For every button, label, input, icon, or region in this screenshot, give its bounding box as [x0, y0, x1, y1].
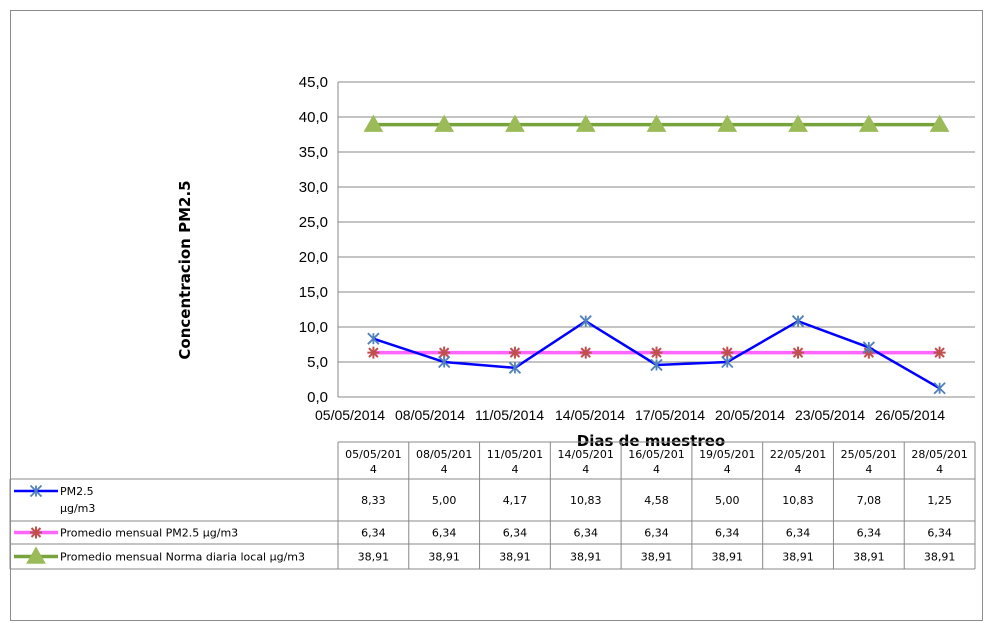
- table-header-cell: 25/05/201: [841, 448, 897, 461]
- data-point: [791, 315, 805, 328]
- data-point: [367, 346, 380, 359]
- table-header-cell: 14/05/201: [558, 448, 614, 461]
- data-point: [933, 382, 946, 395]
- x-tick-label: 17/05/2014: [635, 407, 705, 423]
- table-header-cell: 4: [724, 463, 731, 476]
- x-tick-label: 14/05/2014: [555, 407, 625, 423]
- table-header-cell: 08/05/201: [416, 448, 472, 461]
- table-header-cell: 28/05/201: [911, 448, 967, 461]
- table-value-cell: 6,34: [361, 527, 386, 540]
- table-header-cell: 4: [370, 463, 377, 476]
- y-tick-label: 35,0: [299, 144, 328, 161]
- table-header-cell: 11/05/201: [487, 448, 543, 461]
- data-point: [650, 358, 663, 372]
- table-header-cell: 4: [511, 463, 518, 476]
- data-point: [858, 114, 879, 132]
- data-point: [929, 114, 950, 132]
- legend-label: Promedio mensual Norma diaria local µg/m…: [60, 551, 305, 564]
- table-value-cell: 4,58: [644, 494, 669, 507]
- table-value-cell: 4,17: [503, 494, 528, 507]
- table-header-cell: 4: [441, 463, 448, 476]
- y-tick-label: 45,0: [299, 74, 328, 91]
- table-value-cell: 6,34: [644, 527, 669, 540]
- table-value-cell: 10,83: [570, 494, 602, 507]
- table-value-cell: 8,33: [361, 494, 386, 507]
- table-value-cell: 6,34: [503, 527, 528, 540]
- table-value-cell: 1,25: [927, 494, 952, 507]
- table-value-cell: 38,91: [712, 551, 744, 564]
- data-point: [367, 332, 380, 345]
- table-value-cell: 6,34: [927, 527, 952, 540]
- data-point: [721, 355, 734, 369]
- data-point: [505, 114, 525, 132]
- table-header-cell: 22/05/201: [770, 448, 826, 461]
- y-axis-title: Concentracion PM2.5: [176, 180, 194, 359]
- table-header-cell: 16/05/201: [628, 448, 684, 461]
- x-tick-label: 20/05/2014: [715, 407, 785, 423]
- table-header-cell: 05/05/201: [345, 448, 401, 461]
- data-point: [788, 114, 808, 132]
- table-value-cell: 6,34: [786, 527, 811, 540]
- table-value-cell: 38,91: [499, 551, 531, 564]
- x-tick-label: 05/05/2014: [315, 407, 385, 423]
- data-point: [650, 346, 663, 359]
- y-tick-label: 20,0: [299, 249, 328, 266]
- table-header-cell: 19/05/201: [699, 448, 755, 461]
- chart-frame: [10, 10, 983, 621]
- table-value-cell: 5,00: [715, 494, 740, 507]
- table-value-cell: 38,91: [570, 551, 602, 564]
- data-point: [721, 346, 734, 359]
- table-value-cell: 6,34: [715, 527, 740, 540]
- data-point: [508, 346, 521, 359]
- table-value-cell: 10,83: [782, 494, 814, 507]
- data-point: [434, 114, 455, 132]
- data-point: [363, 114, 384, 132]
- table-value-cell: 5,00: [432, 494, 457, 507]
- legend-label: PM2.5: [60, 485, 94, 498]
- data-point: [933, 346, 946, 359]
- data-point: [438, 355, 451, 369]
- y-tick-label: 5,0: [307, 354, 328, 371]
- table-value-cell: 6,34: [573, 527, 598, 540]
- table-value-cell: 38,91: [641, 551, 673, 564]
- data-point: [575, 114, 596, 132]
- x-tick-label: 11/05/2014: [475, 407, 544, 423]
- x-tick-label: 08/05/2014: [395, 407, 465, 423]
- data-point: [792, 346, 805, 359]
- table-value-cell: 38,91: [428, 551, 460, 564]
- table-value-cell: 7,08: [857, 494, 882, 507]
- y-tick-label: 40,0: [299, 109, 328, 126]
- x-tick-label: 23/05/2014: [795, 407, 865, 423]
- y-tick-label: 10,0: [299, 319, 328, 336]
- table-value-cell: 38,91: [853, 551, 885, 564]
- y-tick-label: 0,0: [307, 389, 328, 406]
- data-point: [646, 114, 667, 132]
- x-tick-label: 26/05/2014: [875, 407, 945, 423]
- table-value-cell: 38,91: [924, 551, 956, 564]
- table-header-cell: 4: [653, 463, 660, 476]
- data-point: [717, 114, 738, 132]
- table-value-cell: 6,34: [432, 527, 457, 540]
- data-point: [508, 361, 522, 374]
- table-value-cell: 38,91: [358, 551, 390, 564]
- legend-key-marker: [26, 546, 46, 564]
- x-axis-title: Dias de muestreo: [577, 432, 725, 450]
- y-tick-label: 30,0: [299, 179, 328, 196]
- table-header-cell: 4: [865, 463, 872, 476]
- table-header-cell: 4: [936, 463, 943, 476]
- legend-key-marker: [30, 526, 42, 539]
- legend-key-marker: [29, 484, 43, 498]
- legend-label: Promedio mensual PM2.5 µg/m3: [60, 527, 238, 540]
- legend-label: µg/m3: [60, 502, 95, 515]
- table-value-cell: 38,91: [782, 551, 814, 564]
- table-header-cell: 4: [795, 463, 802, 476]
- table-header-cell: 4: [582, 463, 589, 476]
- table-value-cell: 6,34: [857, 527, 882, 540]
- data-point: [862, 341, 875, 354]
- y-tick-label: 15,0: [299, 284, 328, 301]
- y-tick-label: 25,0: [299, 214, 328, 231]
- data-point: [579, 315, 592, 328]
- data-point: [579, 346, 592, 359]
